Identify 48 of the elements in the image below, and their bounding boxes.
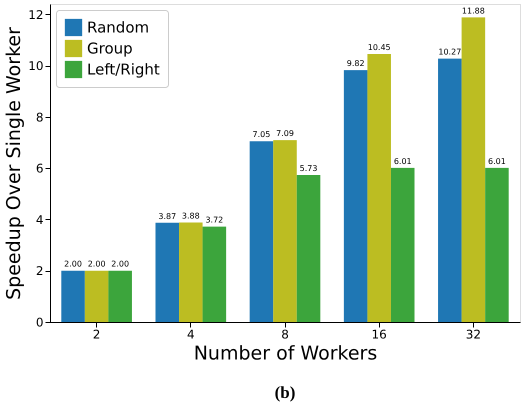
bar [108,270,132,322]
data-label: 2.00 [88,260,106,269]
data-label: 6.01 [394,156,412,166]
legend-label: Random [87,18,150,36]
x-tick-label: 32 [466,328,482,342]
bar [202,226,226,322]
y-tick-label: 6 [36,162,44,176]
bar [250,141,274,322]
bar [179,222,203,322]
data-label: 10.27 [438,48,462,57]
x-axis-title: Number of Workers [194,342,378,364]
data-label: 11.88 [462,6,485,16]
y-tick-label: 8 [36,110,44,124]
bar [485,168,509,322]
text: (b) [274,383,296,402]
bar [390,168,415,322]
bar [84,270,108,322]
data-label: 7.09 [276,129,294,138]
data-label: 5.73 [300,164,318,174]
y-tick-label: 10 [28,59,44,74]
x-tick-label: 4 [186,328,195,342]
data-label: 3.88 [182,211,200,220]
y-axis-title: Speedup Over Single Worker [3,26,26,300]
legend-label: Group [87,40,133,58]
bar [344,70,368,322]
bar [438,58,462,322]
y-tick-label: 4 [36,212,44,227]
data-label: 10.45 [368,43,391,52]
bar [462,17,486,322]
data-label: 7.05 [252,130,270,140]
data-label: 2.00 [64,260,82,269]
bar [296,175,320,322]
data-label: 2.00 [111,260,130,269]
bar [273,140,297,322]
data-label: 9.82 [346,59,365,68]
data-label: 3.72 [205,216,224,225]
bar [367,54,391,322]
y-tick-label: 2 [36,264,44,278]
x-tick-label: 2 [92,328,100,342]
x-tick-label: 16 [372,328,387,342]
bar [61,270,85,322]
y-tick-label: 12 [28,8,44,22]
bar [155,222,180,322]
y-tick-label: 0 [36,316,44,330]
data-label: 6.01 [488,156,506,166]
legend-label: Left/Right [87,60,160,78]
data-label: 3.87 [158,212,176,221]
x-tick-label: 8 [281,328,289,342]
